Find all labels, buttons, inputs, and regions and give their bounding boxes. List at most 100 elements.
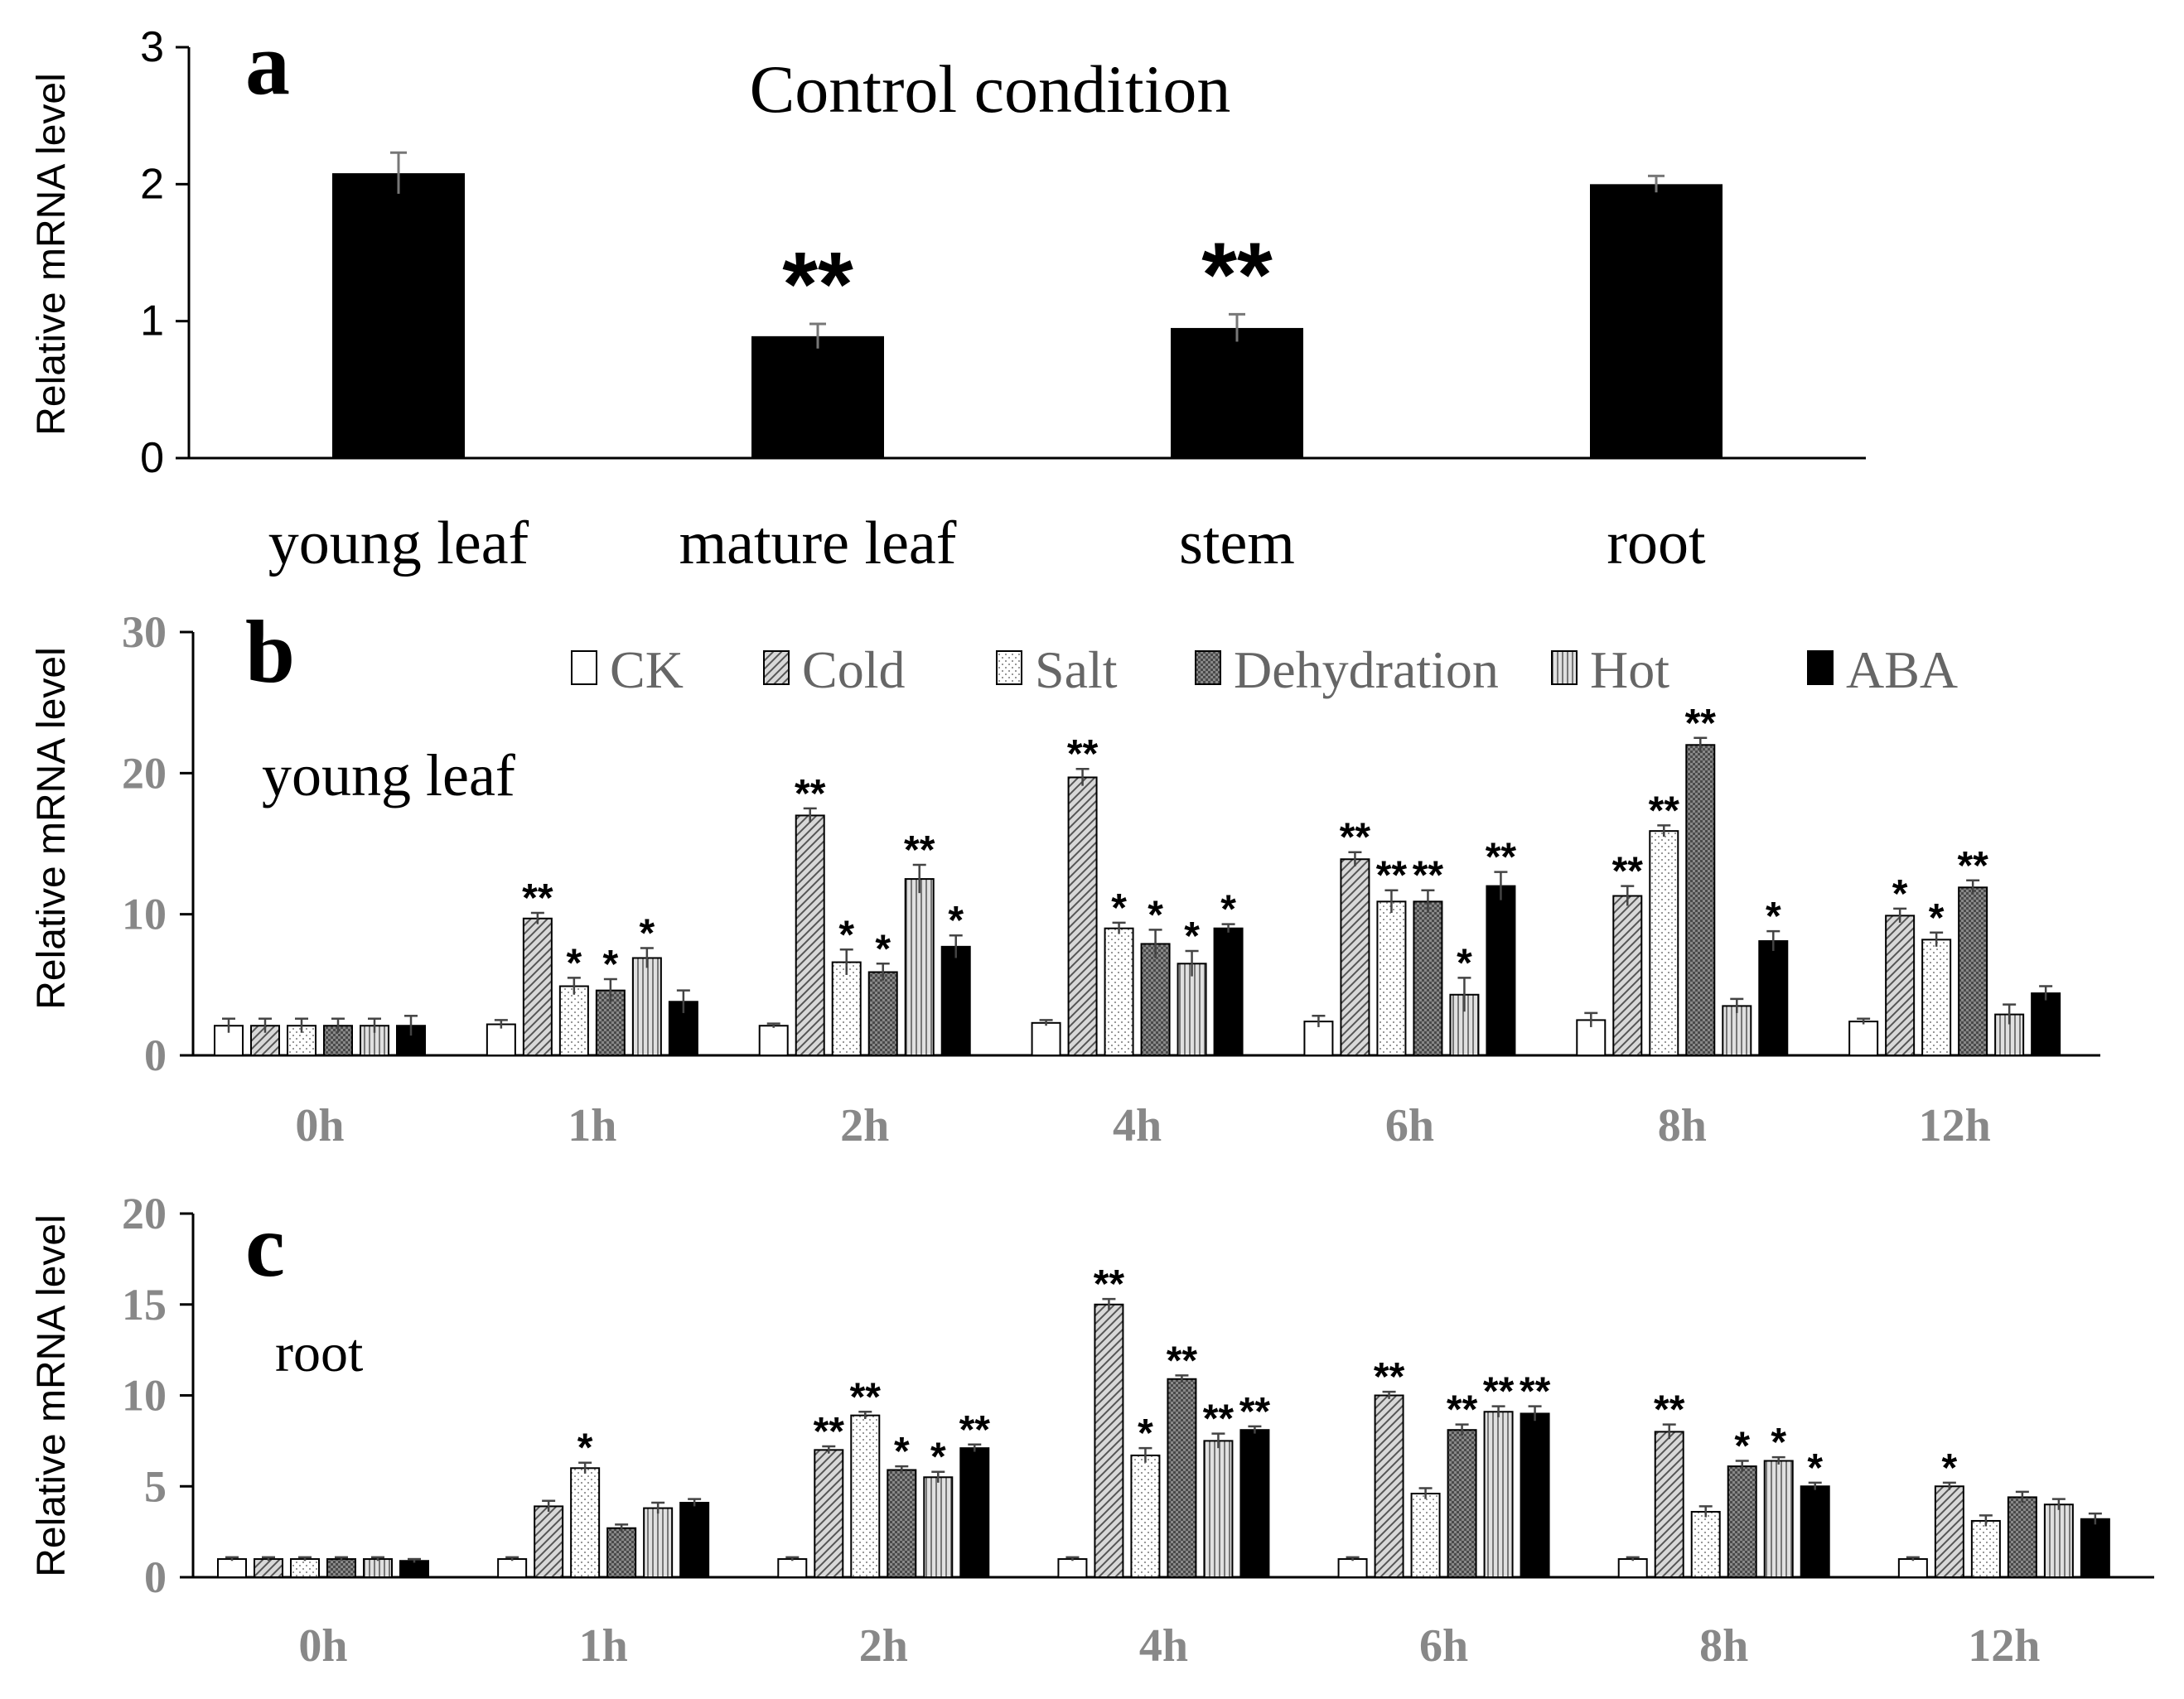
bar-ck-1h: [486, 1023, 516, 1056]
significance-label: *: [577, 1426, 593, 1470]
significance-label: *: [948, 899, 964, 943]
panel-label-a: a: [245, 15, 290, 113]
y-axis-label: Relative mRNA level: [30, 73, 74, 435]
significance-label: *: [1184, 915, 1200, 958]
x-tick-label: 8h: [1699, 1620, 1748, 1672]
bar-salt-4h: [1104, 927, 1134, 1056]
significance-label: **: [1685, 702, 1717, 746]
x-tick-label: 12h: [1919, 1100, 1991, 1151]
y-tick-label: 15: [122, 1280, 167, 1330]
significance-label: **: [782, 234, 853, 335]
y-tick-label: 30: [122, 607, 167, 657]
bar-hot-8h: [1722, 1005, 1752, 1056]
significance-label: **: [1340, 816, 1371, 860]
y-tick-label: 20: [122, 748, 167, 798]
legend-label-ck: CK: [610, 640, 684, 699]
bar-hot-6h: [1483, 1411, 1514, 1578]
significance-label: *: [1220, 888, 1236, 932]
significance-label: **: [795, 772, 826, 816]
bar-salt-6h: [1410, 1493, 1441, 1579]
panel-a: a Control condition Relative mRNA level …: [30, 15, 1866, 577]
bar-dehydration-4h: [1167, 1378, 1197, 1578]
bar-mature-leaf: [751, 335, 884, 458]
bar-salt-0h: [290, 1558, 320, 1579]
significance-label: **: [1374, 1355, 1405, 1399]
bar-salt-4h: [1130, 1454, 1161, 1579]
bar-cold-8h: [1654, 1431, 1684, 1579]
y-tick-label: 5: [144, 1461, 167, 1511]
bar-cold-4h: [1094, 1303, 1124, 1578]
bar-aba-2h: [959, 1447, 990, 1579]
significance-label: *: [1457, 941, 1472, 985]
bar-aba-6h: [1486, 885, 1516, 1056]
bar-ck-4h: [1057, 1558, 1088, 1579]
bar-aba-8h: [1758, 940, 1789, 1057]
x-tick-label: 4h: [1139, 1620, 1188, 1672]
significance-label: *: [930, 1436, 946, 1479]
bar-salt-12h: [1921, 939, 1952, 1056]
bar-ck-12h: [1848, 1021, 1879, 1056]
significance-label: *: [875, 927, 891, 971]
significance-label: **: [959, 1408, 991, 1452]
significance-label: *: [1892, 872, 1908, 916]
bar-ck-1h: [497, 1558, 528, 1579]
bar-aba-4h: [1239, 1429, 1270, 1578]
significance-label: **: [1957, 844, 1988, 888]
significance-label: **: [1376, 854, 1408, 898]
bar-aba-1h: [679, 1502, 710, 1579]
bar-stem: [1171, 327, 1303, 458]
x-tick-label: stem: [1179, 509, 1295, 577]
significance-label: *: [894, 1430, 910, 1474]
legend-swatch-salt: [996, 650, 1022, 685]
bar-ck-2h: [777, 1558, 808, 1579]
significance-label: *: [838, 913, 854, 957]
x-tick-label: 0h: [298, 1620, 347, 1672]
bar-cold-2h: [795, 814, 825, 1057]
bar-aba-6h: [1520, 1412, 1550, 1578]
x-tick-label: 6h: [1385, 1100, 1434, 1151]
bar-aba-12h: [2080, 1518, 2110, 1579]
bar-dehydration-2h: [887, 1469, 917, 1578]
significance-label: **: [1094, 1262, 1125, 1306]
legend-label-cold: Cold: [802, 640, 905, 699]
bar-salt-8h: [1649, 830, 1679, 1056]
significance-label: *: [1929, 896, 1945, 940]
bar-dehydration-8h: [1685, 744, 1716, 1056]
y-tick-label: 3: [140, 23, 164, 71]
legend-label-hot: Hot: [1590, 640, 1669, 699]
bar-cold-8h: [1612, 895, 1643, 1056]
bar-salt-6h: [1376, 900, 1407, 1056]
bar-hot-4h: [1177, 963, 1207, 1056]
x-tick-label: mature leaf: [679, 509, 957, 577]
significance-label: *: [640, 912, 655, 956]
bar-dehydration-2h: [867, 971, 898, 1056]
y-tick-label: 0: [144, 1031, 167, 1080]
bar-root: [1590, 184, 1723, 459]
bar-salt-2h: [831, 961, 862, 1056]
bar-ck-6h: [1337, 1558, 1368, 1579]
bar-cold-1h: [534, 1505, 564, 1579]
significance-label: **: [1167, 1339, 1198, 1383]
x-tick-label: 4h: [1113, 1100, 1162, 1151]
subplot-title: root: [275, 1323, 363, 1383]
bar-dehydration-1h: [606, 1527, 637, 1578]
significance-label: **: [1203, 1397, 1235, 1441]
significance-label: **: [1067, 732, 1099, 776]
bar-dehydration-6h: [1447, 1429, 1477, 1578]
bar-cold-12h: [1934, 1485, 1964, 1578]
chart-title: Control condition: [750, 51, 1231, 127]
bar-aba-2h: [940, 945, 971, 1057]
bars: *** ***** ******* * ****** ***** ***********: [214, 702, 2061, 1057]
axes: [176, 46, 1866, 460]
bar-ck-0h: [217, 1558, 247, 1579]
significance-label: **: [850, 1375, 882, 1419]
significance-label: *: [1734, 1425, 1750, 1469]
bar-cold-4h: [1067, 776, 1098, 1057]
panel-label-c: c: [245, 1197, 285, 1296]
bar-aba-0h: [399, 1560, 429, 1578]
subplot-title: young leaf: [262, 742, 515, 808]
legend-swatch-ck: [571, 650, 597, 685]
legend-swatch-aba: [1807, 650, 1834, 685]
significance-label: *: [567, 941, 582, 985]
